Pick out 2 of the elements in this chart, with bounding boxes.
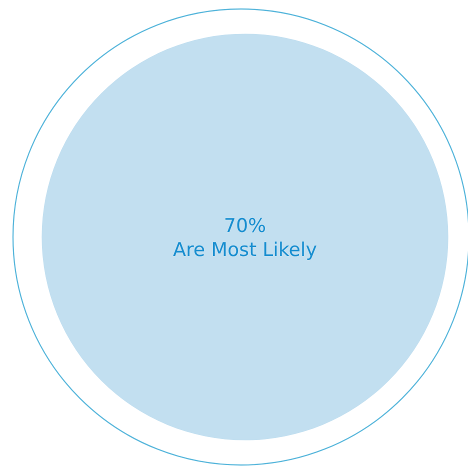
category-label: Are Most Likely: [172, 238, 318, 262]
data-label: 70%: [222, 214, 268, 238]
